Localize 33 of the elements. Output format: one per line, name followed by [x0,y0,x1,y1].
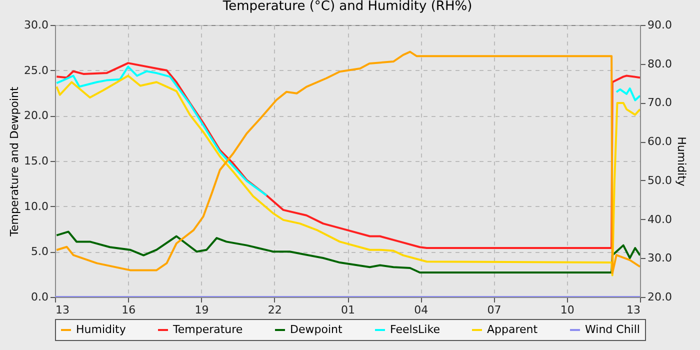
y2-tick-label: 20.0 [648,290,672,304]
y2-tick-label: 70.0 [648,96,672,110]
x-tick-label: 22 [268,304,282,316]
x-tick-label: 07 [487,304,502,316]
legend-label: Temperature [172,323,243,336]
legend-label: Apparent [487,323,538,336]
y-tick-label: 0.0 [31,290,48,304]
y2-tick-label: 30.0 [648,252,672,265]
y2-axis-title: Humidity [674,136,688,187]
x-tick-label: 01 [341,304,355,316]
legend-label: Dewpoint [290,323,343,336]
x-tick-label: 10 [560,304,574,316]
y-tick-label: 15.0 [24,154,48,168]
x-tick-label: 13 [626,304,640,316]
y2-tick-label: 90.0 [648,18,672,32]
legend-label: Humidity [76,323,126,336]
y2-tick-label: 50.0 [648,174,672,187]
x-tick-label: 19 [194,304,209,316]
y-axis-title: Temperature and Dewpoint [8,86,22,238]
y-tick-label: 5.0 [31,245,48,258]
y-tick-label: 20.0 [24,109,48,122]
chart-title: Temperature (°C) and Humidity (RH%) [222,0,472,14]
legend-label: FeelsLike [390,323,440,336]
y2-tick-label: 60.0 [648,135,672,148]
y2-tick-label: 40.0 [648,212,672,226]
legend-label: Wind Chill [585,323,640,336]
y-tick-label: 30.0 [24,18,48,32]
y-tick-label: 10.0 [24,200,48,213]
x-tick-label: 13 [56,304,70,316]
x-tick-label: 04 [414,304,428,316]
y-tick-label: 25.0 [24,64,48,77]
x-tick-label: 16 [122,304,136,316]
y2-tick-label: 80.0 [648,57,672,70]
